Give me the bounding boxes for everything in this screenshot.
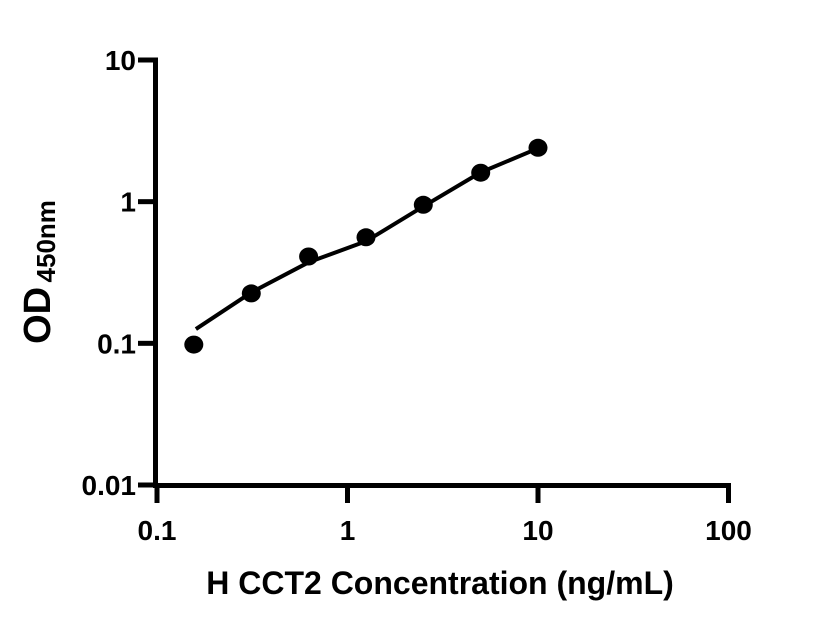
y-axis-title: OD 450nm [17, 200, 61, 344]
x-tick-label: 10 [522, 515, 553, 546]
x-tick-labels: 0.1 1 10 100 [138, 515, 752, 546]
x-tick-label: 100 [705, 515, 752, 546]
y-tick-label: 10 [105, 45, 136, 76]
data-point [471, 163, 491, 182]
data-point [528, 138, 548, 157]
x-tick-label: 0.1 [138, 515, 177, 546]
y-axis [138, 57, 158, 488]
y-tick-labels: 0.01 0.1 1 10 [82, 45, 137, 501]
data-point [413, 195, 433, 214]
x-tick-label: 1 [340, 515, 356, 546]
data-point [184, 335, 204, 354]
data-point [241, 284, 261, 303]
y-tick-label: 0.1 [97, 328, 136, 359]
data-points [184, 138, 548, 354]
x-axis-title: H CCT2 Concentration (ng/mL) [206, 565, 674, 601]
y-tick-label: 0.01 [82, 470, 137, 501]
data-point [299, 247, 319, 266]
y-axis-title-subscript: 450nm [31, 200, 61, 282]
data-point [356, 228, 376, 247]
y-axis-title-main: OD [17, 287, 59, 344]
x-axis [153, 483, 731, 503]
y-tick-label: 1 [120, 187, 136, 218]
